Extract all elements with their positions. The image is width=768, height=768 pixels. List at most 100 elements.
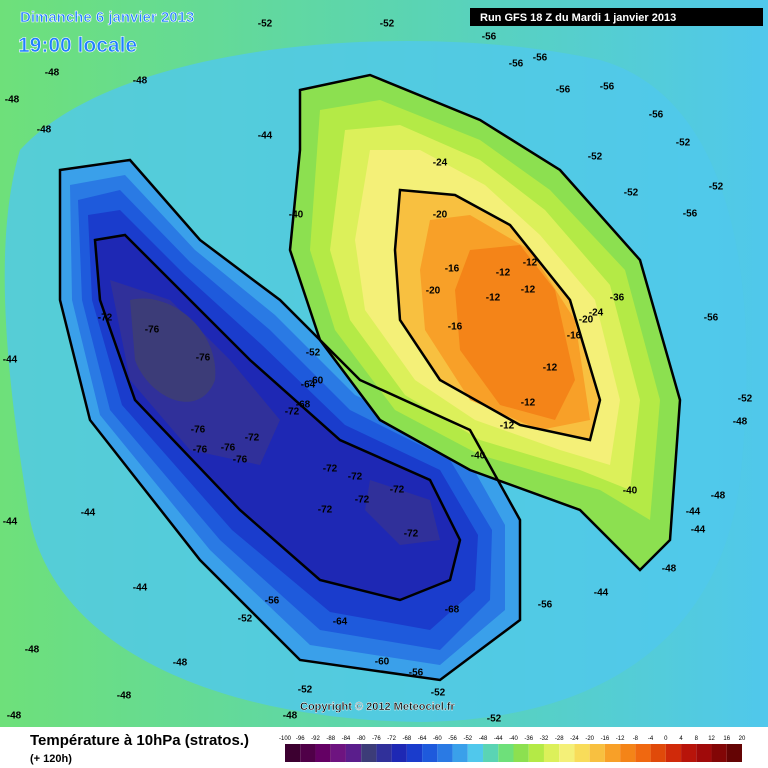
contour-label: -48 (173, 658, 188, 669)
scale-swatch (300, 744, 316, 762)
contour-label: -12 (496, 268, 511, 279)
contour-label: -76 (191, 425, 206, 436)
copyright: Copyright © 2012 Meteociel.fr (300, 701, 456, 713)
scale-swatch (665, 744, 682, 762)
scale-swatch (696, 744, 712, 762)
contour-label: -16 (445, 264, 460, 275)
contour-label: -48 (45, 68, 60, 79)
contour-label: -44 (3, 517, 18, 528)
contour-label: -52 (258, 19, 273, 30)
scale-tick-label: -80 (357, 736, 366, 742)
map-field (0, 0, 768, 727)
time-label: 19:00 locale (18, 34, 137, 57)
scale-tick-label: -76 (372, 736, 381, 742)
contour-label: -48 (283, 711, 298, 722)
scale-tick-label: -56 (448, 736, 457, 742)
contour-label: -52 (676, 138, 691, 149)
scale-tick-label: -72 (387, 736, 396, 742)
contour-label: -48 (133, 76, 148, 87)
scale-swatch (513, 744, 529, 762)
contour-label: -52 (487, 714, 502, 725)
scale-swatch (543, 744, 560, 762)
scale-swatch (681, 744, 697, 762)
scale-tick-label: -96 (296, 736, 305, 742)
scale-swatch (406, 744, 423, 762)
scale-tick-label: -8 (633, 736, 639, 742)
contour-label: -12 (543, 363, 558, 374)
scale-swatch (391, 744, 407, 762)
contour-label: -40 (471, 451, 486, 462)
contour-label: -72 (318, 505, 333, 516)
contour-label: -20 (579, 315, 594, 326)
contour-label: -52 (709, 182, 724, 193)
contour-label: -76 (193, 445, 208, 456)
contour-label: -16 (448, 322, 463, 333)
contour-label: -44 (258, 131, 273, 142)
scale-tick-label: 20 (739, 736, 746, 742)
scale-swatch (635, 744, 651, 762)
contour-label: -44 (686, 507, 701, 518)
contour-label: -52 (738, 394, 753, 405)
scale-swatch (528, 744, 544, 762)
scale-tick-label: -92 (311, 736, 320, 742)
contour-label: -76 (221, 443, 236, 454)
scale-swatch (650, 744, 666, 762)
contour-label: -56 (683, 209, 698, 220)
contour-label: -40 (289, 210, 304, 221)
footer-title: Température à 10hPa (stratos.) (30, 732, 249, 749)
contour-label: -48 (662, 564, 677, 575)
scale-swatch (620, 744, 636, 762)
scale-swatch (345, 744, 362, 762)
scale-tick-label: -60 (433, 736, 442, 742)
scale-tick-label: 12 (708, 736, 715, 742)
contour-label: -72 (348, 472, 363, 483)
scale-swatch (422, 744, 438, 762)
scale-swatch (604, 744, 621, 762)
contour-label: -72 (323, 464, 338, 475)
contour-label: -20 (426, 286, 441, 297)
contour-label: -56 (649, 110, 664, 121)
contour-label: -72 (285, 407, 300, 418)
scale-swatch (437, 744, 453, 762)
contour-label: -56 (409, 668, 424, 679)
scale-swatch (285, 744, 301, 762)
contour-label: -16 (567, 331, 582, 342)
contour-label: -68 (445, 605, 460, 616)
scale-swatch (483, 744, 499, 762)
contour-label: -48 (37, 125, 52, 136)
contour-label: -52 (238, 614, 253, 625)
scale-tick-label: -52 (463, 736, 472, 742)
contour-label: -72 (355, 495, 370, 506)
scale-tick-label: -28 (555, 736, 564, 742)
scale-swatch (452, 744, 468, 762)
contour-label: -72 (98, 313, 113, 324)
scale-swatch (574, 744, 590, 762)
scale-tick-label: 16 (723, 736, 730, 742)
contour-label: -52 (624, 188, 639, 199)
contour-label: -72 (245, 433, 260, 444)
contour-label: -52 (431, 688, 446, 699)
scale-tick-label: -44 (494, 736, 503, 742)
scale-tick-label: -68 (403, 736, 412, 742)
contour-label: -72 (390, 485, 405, 496)
scale-tick-label: -48 (479, 736, 488, 742)
contour-label: -44 (3, 355, 18, 366)
contour-label: -76 (233, 455, 248, 466)
contour-label: -64 (333, 617, 348, 628)
contour-label: -56 (482, 32, 497, 43)
scale-swatch (711, 744, 727, 762)
contour-label: -56 (600, 82, 615, 93)
scale-tick-label: -36 (524, 736, 533, 742)
contour-label: -48 (7, 711, 22, 722)
contour-label: -48 (733, 417, 748, 428)
contour-label: -12 (486, 293, 501, 304)
scale-swatch (589, 744, 605, 762)
scale-tick-label: 0 (664, 736, 668, 742)
scale-swatch (498, 744, 514, 762)
contour-label: -56 (533, 53, 548, 64)
contour-label: -64 (301, 380, 316, 391)
contour-label: -56 (704, 313, 719, 324)
contour-label: -56 (265, 596, 280, 607)
contour-label: -52 (298, 685, 313, 696)
